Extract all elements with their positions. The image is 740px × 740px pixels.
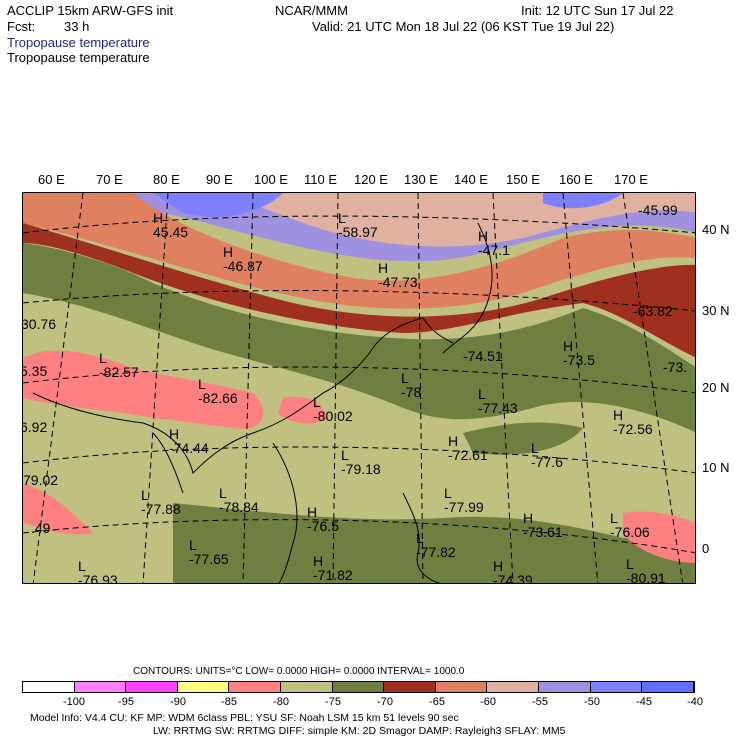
- lat-label: 30 N: [702, 303, 730, 318]
- legend-units: -40: [687, 696, 703, 708]
- extremum-value: H -73.5: [563, 338, 595, 368]
- legend-swatch: [590, 682, 643, 692]
- extremum-value: L -80.91: [626, 556, 666, 584]
- valid-time: Valid: 21 UTC Mon 18 Jul 22 (06 KST Tue …: [312, 19, 615, 34]
- extremum-value: H -71.82: [313, 553, 353, 583]
- lon-label: 90 E: [206, 172, 233, 187]
- extremum-value: 5.35: [22, 363, 48, 379]
- legend-tick: -85: [221, 696, 237, 708]
- extremum-value: H -46.87: [223, 244, 263, 274]
- model-info: Model Info: V4.4 CU: KF MP: WDM 6class P…: [30, 712, 459, 724]
- extremum-value: H -73.61: [523, 510, 563, 540]
- extremum-value: 6.92: [22, 419, 48, 435]
- legend-tick: -50: [584, 696, 600, 708]
- legend-swatch: [126, 682, 178, 692]
- legend-tick: -70: [377, 696, 393, 708]
- legend-swatch: [384, 682, 436, 692]
- extremum-value: L -77.65: [189, 537, 229, 567]
- extremum-value: H -74.44: [169, 426, 209, 456]
- extremum-value: L -78.84: [219, 485, 259, 515]
- extremum-value: -74.51: [463, 348, 503, 364]
- extremum-value: .49: [31, 520, 51, 536]
- legend-tick: -55: [532, 696, 548, 708]
- legend-tick: -60: [480, 696, 496, 708]
- lon-label: 60 E: [38, 172, 65, 187]
- lat-label: 40 N: [702, 222, 730, 237]
- legend-swatch: [23, 682, 75, 692]
- legend-tick: -45: [636, 696, 652, 708]
- extremum-value: L -76.93: [78, 558, 118, 584]
- legend-tick: -95: [118, 696, 134, 708]
- extremum-value: H -72.61: [448, 433, 488, 463]
- lon-label: 120 E: [354, 172, 388, 187]
- lat-label: 0: [702, 541, 710, 556]
- lon-label: 160 E: [559, 172, 593, 187]
- lat-label: 10 N: [702, 460, 730, 475]
- legend-swatch: [74, 682, 127, 692]
- extremum-value: L -78: [401, 370, 422, 400]
- org-label: NCAR/MMM: [275, 3, 348, 18]
- init-time: Init: 12 UTC Sun 17 Jul 22: [521, 3, 674, 18]
- map-panel: H 45.45 L -58.97 H -46.87 H -47.73 H -47.1 -4…: [22, 192, 696, 584]
- extremum-value: L -79.18: [341, 447, 381, 477]
- lon-label: 140 E: [454, 172, 488, 187]
- extremum-value: H 45.45: [153, 210, 189, 240]
- lon-label: 80 E: [153, 172, 180, 187]
- legend-tick: -75: [325, 696, 341, 708]
- extremum-value: H -47.1: [478, 228, 510, 258]
- extremum-value: L -77.43: [478, 386, 518, 416]
- extremum-value: L -82.66: [198, 376, 238, 406]
- extremum-value: L -76.06: [610, 510, 650, 540]
- legend-swatch: [487, 682, 540, 692]
- legend-tick: -100: [62, 696, 86, 708]
- extremum-value: L -82.57: [99, 350, 139, 380]
- lat-label: 20 N: [702, 380, 730, 395]
- legend-swatch: [539, 682, 591, 692]
- extremum-value: L -77.99: [444, 485, 484, 515]
- extremum-value: H -72.56: [613, 407, 653, 437]
- extremum-value: -45.99: [638, 202, 678, 218]
- extremum-value: 30.76: [22, 316, 57, 332]
- extremum-value: -73.: [663, 359, 688, 375]
- lon-label: 130 E: [404, 172, 438, 187]
- field-title: Tropopause temperature: [7, 35, 150, 50]
- field-subtitle: Tropopause temperature: [7, 50, 150, 65]
- contours-info: CONTOURS: UNITS=°C LOW= 0.0000 HIGH= 0.0…: [133, 666, 465, 677]
- legend-swatch: [177, 682, 230, 692]
- extremum-value: L -58.97: [338, 210, 378, 240]
- extremum-value: L -80.02: [313, 394, 353, 424]
- physics-info: LW: RRTMG SW: RRTMG DIFF: simple KM: 2D …: [153, 725, 566, 737]
- extremum-value: L -77.88: [141, 487, 181, 517]
- lon-label: 170 E: [614, 172, 648, 187]
- legend-swatch: [229, 682, 282, 692]
- extremum-value: H -76.5: [307, 504, 339, 534]
- legend-swatch: [332, 682, 385, 692]
- legend-tick: -65: [429, 696, 445, 708]
- legend-swatch: [281, 682, 333, 692]
- extremum-value: L -77.82: [416, 530, 456, 560]
- color-legend: [22, 681, 695, 693]
- extremum-value: H -47.73: [378, 260, 418, 290]
- lon-label: 150 E: [506, 172, 540, 187]
- legend-tick: -80: [273, 696, 289, 708]
- tropopause-map: [23, 193, 695, 583]
- extremum-value: H -74.39: [493, 558, 533, 584]
- extremum-value: 79.02: [23, 472, 59, 488]
- extremum-value: L -77.6: [531, 440, 563, 470]
- legend-swatch: [435, 682, 488, 692]
- lon-label: 100 E: [254, 172, 288, 187]
- forecast-label: Fcst:: [7, 19, 36, 34]
- legend-tick: -90: [170, 696, 186, 708]
- lon-label: 70 E: [96, 172, 123, 187]
- model-title: ACCLIP 15km ARW-GFS init: [7, 3, 174, 18]
- legend-swatch: [642, 682, 694, 692]
- lon-label: 110 E: [304, 172, 338, 187]
- forecast-hours: 33 h: [64, 19, 90, 34]
- extremum-value: -63.82: [633, 303, 673, 319]
